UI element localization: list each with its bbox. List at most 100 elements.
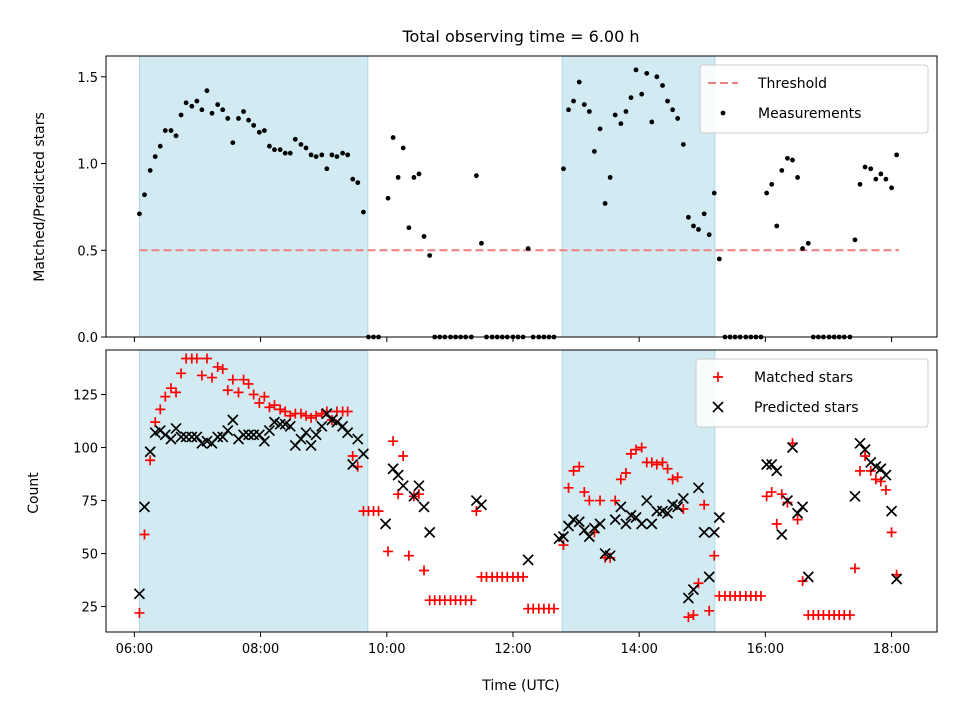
measurement-point — [308, 152, 314, 158]
predicted-star-point — [796, 501, 809, 513]
matched-star-point — [755, 590, 766, 601]
matched-star-point — [275, 404, 286, 415]
predicted-star-point — [713, 511, 725, 524]
matched-star-point — [311, 410, 322, 421]
measurement-point — [706, 232, 712, 238]
measurement-point — [142, 192, 147, 198]
matched-star-point — [342, 406, 353, 417]
matched-star-point — [398, 451, 409, 462]
bottom-y-tick-label: 25 — [81, 601, 98, 616]
measurement-point — [612, 112, 618, 118]
measurement-point — [350, 176, 356, 182]
predicted-star-point — [703, 571, 715, 583]
measurement-point — [241, 109, 246, 114]
measurement-point — [878, 171, 884, 177]
predicted-star-point — [522, 554, 534, 566]
matched-star-point — [196, 370, 207, 381]
matched-star-point — [321, 406, 332, 417]
predicted-star-point — [212, 431, 224, 443]
matched-star-point — [797, 576, 808, 587]
measurement-point — [633, 67, 639, 73]
legend-predicted-swatch — [712, 401, 724, 413]
matched-star-point — [875, 476, 886, 487]
x-tick-label: 18:00 — [873, 642, 910, 657]
measurement-point — [267, 143, 272, 149]
measurement-point — [479, 240, 484, 246]
measurement-point — [581, 102, 587, 107]
predicted-star-point — [263, 424, 276, 437]
bottom-y-tick-label: 50 — [81, 548, 98, 563]
matched-star-point — [568, 465, 579, 476]
measurement-point — [178, 112, 184, 118]
measurement-point — [665, 98, 670, 104]
measurement-point — [685, 214, 691, 220]
predicted-star-point — [274, 418, 286, 430]
predicted-star-point — [604, 550, 616, 562]
measurement-point — [769, 181, 775, 187]
top-y-tick-label: 1.0 — [77, 158, 98, 173]
predicted-star-point — [321, 408, 333, 420]
predicted-star-point — [646, 518, 658, 530]
measurement-point — [390, 135, 396, 140]
measurement-point — [800, 246, 806, 251]
measurement-point — [427, 253, 433, 258]
predicted-star-point — [859, 444, 871, 456]
measurement-point — [597, 126, 603, 132]
measurement-point — [805, 240, 811, 246]
predicted-star-point — [791, 507, 804, 519]
matched-star-point — [145, 455, 156, 466]
measurement-point — [571, 98, 576, 104]
matched-star-point — [615, 474, 626, 485]
predicted-star-point — [562, 520, 575, 532]
bottom-legend-label: Matched stars — [754, 370, 853, 386]
measurement-point — [873, 176, 879, 182]
predicted-star-point — [227, 414, 239, 426]
matched-star-point — [238, 374, 249, 385]
measurement-point — [591, 149, 597, 154]
measurement-point — [586, 109, 592, 114]
predicted-star-point — [771, 465, 783, 477]
measurement-point — [566, 107, 571, 113]
measurement-point — [660, 83, 665, 88]
measurement-point — [785, 155, 790, 161]
matched-star-point — [657, 457, 668, 468]
measurement-point — [287, 150, 293, 156]
measurement-point — [395, 175, 401, 180]
measurement-point — [225, 116, 231, 121]
matched-star-point — [776, 489, 787, 500]
top-observing-band — [561, 55, 716, 338]
bottom-y-tick-label: 75 — [81, 495, 98, 510]
predicted-star-point — [242, 429, 255, 441]
matched-star-point — [301, 410, 312, 421]
matched-star-point — [667, 474, 678, 485]
top-legend-label: Threshold — [757, 76, 827, 92]
predicted-star-point — [305, 439, 317, 452]
predicted-star-point — [641, 494, 653, 507]
matched-star-point — [693, 578, 704, 589]
x-tick-label: 10:00 — [368, 642, 405, 657]
matched-star-point — [347, 451, 358, 462]
matched-star-point — [373, 506, 384, 517]
matched-star-point — [316, 408, 327, 419]
predicted-star-point — [891, 573, 903, 585]
predicted-star-point — [609, 514, 621, 526]
matched-star-point — [870, 474, 881, 485]
measurement-point — [883, 176, 889, 182]
predicted-star-point — [165, 433, 177, 445]
predicted-star-point — [661, 507, 674, 519]
predicted-star-point — [191, 431, 203, 443]
predicted-star-point — [424, 526, 436, 538]
measurement-point — [220, 107, 226, 113]
matched-star-point — [269, 400, 280, 411]
matched-star-point — [160, 391, 171, 402]
predicted-star-point — [682, 592, 694, 604]
predicted-star-point — [133, 588, 146, 600]
bottom-legend-label: Predicted stars — [754, 400, 859, 416]
matched-star-point — [306, 412, 317, 423]
matched-star-point — [636, 442, 647, 453]
matched-star-point — [471, 506, 482, 517]
matched-star-point — [217, 364, 228, 375]
measurement-point — [324, 166, 330, 172]
legend-matched-swatch — [713, 372, 723, 382]
predicted-star-point — [583, 530, 595, 543]
